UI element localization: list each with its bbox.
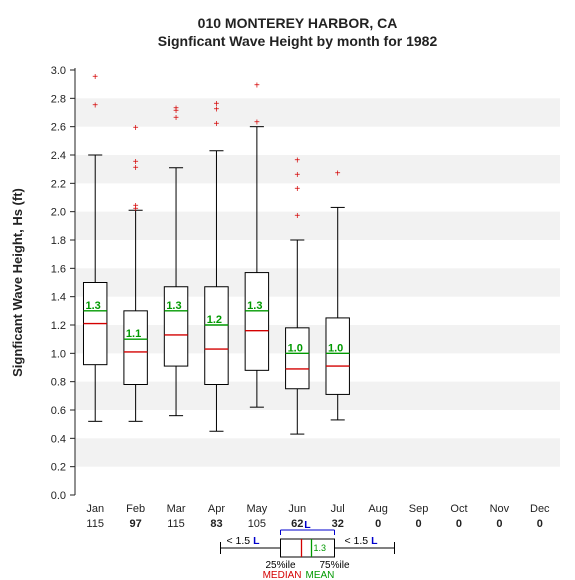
y-tick-label: 1.4 [51, 292, 66, 304]
x-tick-label: Apr [208, 503, 225, 515]
box [286, 328, 309, 389]
mean-value: 1.3 [85, 300, 100, 312]
legend-lo-text: < 1.5 L [227, 535, 261, 547]
x-count-label: 0 [375, 518, 381, 530]
outlier-marker: + [173, 103, 179, 114]
box [164, 287, 187, 366]
y-tick-label: 2.0 [51, 207, 66, 219]
mean-value: 1.0 [288, 342, 303, 354]
x-tick-label: Jan [86, 503, 104, 515]
box [245, 273, 268, 371]
legend-box [281, 539, 335, 557]
x-count-label: 32 [332, 518, 344, 530]
grid-band [75, 382, 560, 410]
y-tick-label: 0.8 [51, 377, 66, 389]
outlier-marker: + [214, 119, 220, 130]
x-tick-label: May [246, 503, 267, 515]
y-tick-label: 0.0 [51, 490, 66, 502]
mean-value: 1.3 [247, 300, 262, 312]
outlier-marker: + [335, 168, 341, 179]
y-tick-label: 2.6 [51, 122, 66, 134]
y-tick-label: 0.6 [51, 405, 66, 417]
outlier-marker: + [294, 211, 300, 222]
x-tick-label: Dec [530, 503, 550, 515]
box [205, 287, 228, 385]
x-count-label: 105 [248, 518, 266, 530]
grid-band [75, 212, 560, 240]
x-count-label: 97 [130, 518, 142, 530]
x-tick-label: Aug [368, 503, 388, 515]
y-tick-label: 1.2 [51, 320, 66, 332]
grid-band [75, 438, 560, 466]
outlier-marker: + [92, 72, 98, 83]
title-1: 010 MONTEREY HARBOR, CA [198, 15, 398, 31]
x-tick-label: Nov [490, 503, 510, 515]
y-tick-label: 2.4 [51, 150, 66, 162]
x-count-label: 0 [456, 518, 462, 530]
grid-band [75, 155, 560, 183]
mean-value: 1.3 [166, 300, 181, 312]
y-tick-label: 1.6 [51, 263, 66, 275]
y-axis-label: Signficant Wave Height, Hs (ft) [10, 188, 25, 377]
x-count-label: 0 [537, 518, 543, 530]
x-tick-label: Jul [331, 503, 345, 515]
boxplot-figure: 010 MONTEREY HARBOR, CA Signficant Wave H… [0, 0, 575, 580]
outlier-marker: + [133, 123, 139, 134]
legend-L-top: L [304, 519, 311, 531]
box [326, 318, 349, 395]
mean-value: 1.1 [126, 328, 141, 340]
x-tick-label: Jun [288, 503, 306, 515]
y-tick-label: 2.8 [51, 93, 66, 105]
x-count-label: 83 [210, 518, 222, 530]
outlier-marker: + [133, 157, 139, 168]
y-tick-label: 1.8 [51, 235, 66, 247]
x-count-label: 115 [167, 518, 185, 530]
x-count-label: 0 [496, 518, 502, 530]
x-count-label: 115 [86, 518, 104, 530]
y-tick-label: 3.0 [51, 65, 66, 77]
outlier-marker: + [214, 99, 220, 110]
outlier-marker: + [254, 117, 260, 128]
outlier-marker: + [294, 156, 300, 167]
x-tick-label: Sep [409, 503, 429, 515]
outlier-marker: + [294, 184, 300, 195]
x-count-label: 62 [291, 518, 303, 530]
x-tick-label: Oct [450, 503, 467, 515]
grid-band [75, 98, 560, 126]
x-tick-label: Feb [126, 503, 145, 515]
y-tick-label: 1.0 [51, 348, 66, 360]
outlier-marker: + [133, 201, 139, 212]
outlier-marker: + [254, 81, 260, 92]
x-count-label: 0 [415, 518, 421, 530]
grid-band [75, 268, 560, 296]
title-2: Signficant Wave Height by month for 1982 [158, 33, 438, 49]
outlier-marker: + [294, 170, 300, 181]
legend-mean-label: MEAN [306, 570, 335, 580]
mean-value: 1.2 [207, 314, 222, 326]
outlier-marker: + [92, 100, 98, 111]
legend-hi-text: < 1.5 L [345, 535, 379, 547]
legend-median-label: MEDIAN [263, 570, 302, 580]
y-tick-label: 0.2 [51, 462, 66, 474]
mean-value: 1.0 [328, 342, 343, 354]
y-tick-label: 0.4 [51, 433, 66, 445]
legend-mean-val: 1.3 [314, 543, 327, 553]
x-tick-label: Mar [167, 503, 186, 515]
y-tick-label: 2.2 [51, 178, 66, 190]
box [124, 311, 147, 385]
